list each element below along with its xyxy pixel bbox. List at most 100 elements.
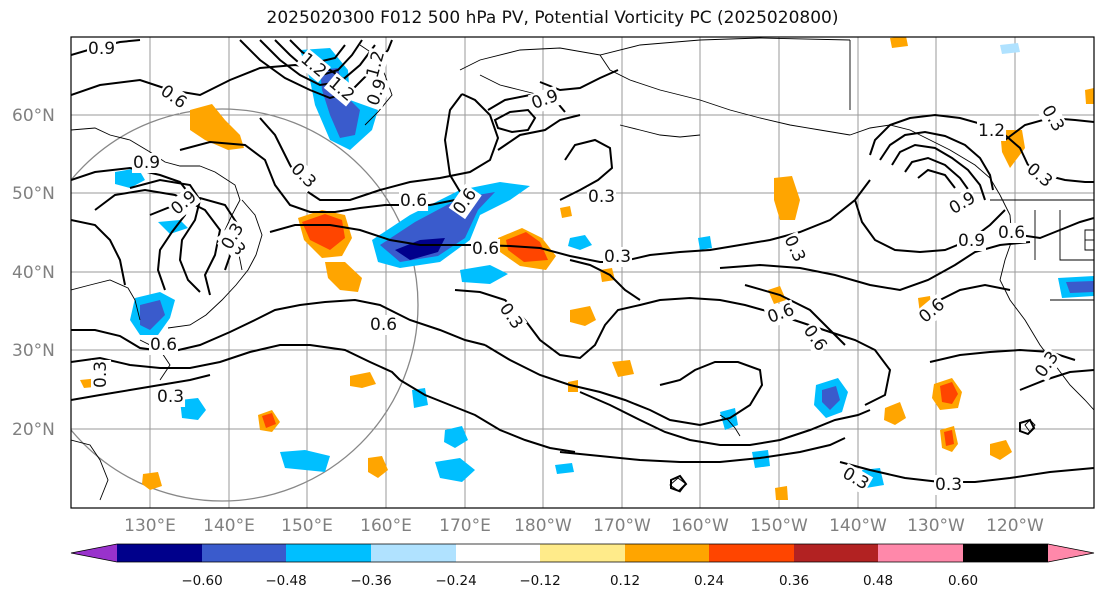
positive-anomaly-region — [325, 262, 362, 292]
lon-label: 140°E — [203, 516, 255, 536]
lon-label: 120°W — [986, 516, 1044, 536]
contour-label: 0.3 — [935, 475, 962, 495]
colorbar-tick-label: 0.24 — [694, 573, 724, 589]
negative-anomaly-region — [698, 236, 712, 250]
lon-label: 160°E — [360, 516, 412, 536]
map-frame — [70, 36, 1095, 509]
contour-label: 0.6 — [472, 239, 499, 259]
negative-anomaly-region — [180, 398, 206, 420]
contour-label-halo — [323, 72, 359, 107]
negative-anomaly-region — [395, 238, 445, 260]
colorbar-tick-label: −0.12 — [519, 573, 560, 589]
contour-label: 0.3 — [91, 361, 111, 388]
colorbar-tick-label: −0.60 — [181, 573, 222, 589]
colorbar-tick-label: 0.48 — [863, 573, 893, 589]
colorbar-segment — [625, 544, 709, 562]
contour-label-halo — [91, 359, 111, 389]
positive-anomaly-region — [560, 206, 572, 218]
positive-anomaly-region — [368, 456, 388, 478]
negative-anomaly-region — [140, 300, 165, 330]
contour-label: 0.3 — [157, 387, 184, 407]
colorbar-extend-max — [1048, 544, 1094, 562]
positive-anomaly-region — [944, 430, 954, 446]
contour-label-halo — [957, 231, 987, 251]
colorbar-tick-label: 0.12 — [610, 573, 640, 589]
colorbar-tick-label: −0.36 — [350, 573, 391, 589]
graticule — [71, 37, 1094, 508]
lon-label: 170°W — [593, 516, 651, 536]
negative-anomaly-region — [1066, 281, 1094, 293]
negative-anomaly-region — [460, 265, 508, 284]
contour-label-halo — [494, 298, 528, 334]
lat-label: 60°N — [12, 106, 55, 126]
contour-label-halo — [779, 231, 810, 267]
positive-anomaly-region — [570, 306, 596, 326]
colorbar-segment — [540, 544, 625, 562]
contour-label: 0.6 — [998, 223, 1025, 243]
colorbar-segment — [878, 544, 963, 562]
contour-label-halo — [997, 223, 1027, 243]
contour-label-halo — [1021, 158, 1057, 193]
contour-label-halo — [149, 335, 179, 355]
lon-label: 130°E — [124, 516, 176, 536]
contour-label-halo — [837, 462, 874, 495]
lon-label: 180°W — [514, 516, 572, 536]
lat-label: 50°N — [12, 184, 55, 204]
longitude-axis: 130°E 140°E 150°E 160°E 170°E 180°W 170°… — [124, 516, 1044, 536]
positive-anomaly-region — [262, 413, 276, 428]
lat-label: 30°N — [12, 341, 55, 361]
negative-anomaly-region — [822, 386, 840, 410]
positive-anomaly-region — [612, 360, 634, 377]
colorbar-tick-label: −0.24 — [435, 573, 476, 589]
negative-anomaly-region — [752, 450, 770, 468]
positive-anomaly-region — [990, 440, 1012, 460]
positive-anomaly-region — [890, 37, 908, 48]
negative-anomaly-region — [568, 235, 592, 250]
positive-anomaly-region — [350, 372, 376, 388]
lon-label: 150°W — [750, 516, 808, 536]
contour-label-halo — [362, 47, 390, 81]
contour-label: 0.9 — [133, 153, 160, 173]
contour-label-halo — [1036, 100, 1069, 137]
colorbar-tick-label: 0.60 — [948, 573, 978, 589]
contour-label: 1.2 — [978, 121, 1005, 141]
colorbar-segment — [286, 544, 371, 562]
contour-label-halo — [448, 183, 482, 220]
contour-label-halo — [1030, 346, 1064, 383]
contour-label: 0.3 — [604, 247, 631, 267]
colorbar-ticks: −0.60 −0.48 −0.36 −0.24 −0.12 0.12 0.24 … — [181, 573, 978, 589]
colorbar-segment — [371, 544, 456, 562]
lat-label: 40°N — [12, 263, 55, 283]
negative-anomaly-region — [1000, 43, 1020, 54]
positive-anomaly-region — [302, 214, 345, 250]
negative-anomaly-region — [158, 220, 188, 234]
contour-label-halo — [977, 121, 1007, 141]
positive-anomaly-fills — [80, 37, 1094, 500]
colorbar-tick-label: 0.36 — [779, 573, 809, 589]
colorbar-segment — [117, 544, 202, 562]
positive-anomaly-region — [775, 486, 788, 500]
contour-label-halo — [369, 315, 399, 335]
positive-anomaly-region — [774, 176, 800, 220]
negative-anomaly-region — [435, 458, 475, 482]
lon-label: 170°E — [439, 516, 491, 536]
contour-label-halo — [399, 191, 429, 211]
contour-label-halo — [132, 153, 162, 173]
colorbar-tick-label: −0.48 — [265, 573, 306, 589]
negative-anomaly-region — [412, 388, 428, 408]
contour-label: 0.6 — [400, 191, 427, 211]
contour-label-halo — [603, 247, 633, 267]
positive-anomaly-region — [884, 402, 906, 425]
contour-label-halo — [471, 239, 501, 259]
contour-label-halo — [763, 299, 799, 329]
contour-label-halo — [216, 218, 249, 255]
positive-anomaly-region — [1085, 88, 1094, 104]
colorbar-segment — [709, 544, 794, 562]
lon-label: 160°W — [671, 516, 729, 536]
contour-label-halo — [295, 48, 331, 83]
contour-label-halo — [87, 39, 117, 59]
lon-label: 130°W — [907, 516, 965, 536]
colorbar-segment — [202, 544, 286, 562]
range-ring — [71, 108, 419, 502]
